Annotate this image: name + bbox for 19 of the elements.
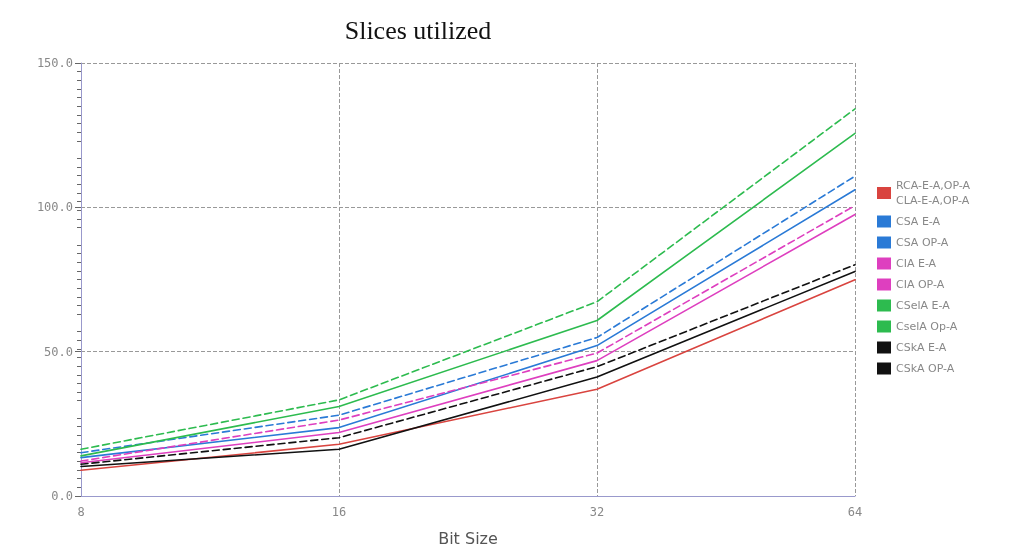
- legend-label: CselA Op-A: [896, 320, 958, 333]
- legend-label: CSA E-A: [896, 215, 941, 228]
- y-tick-label: 150.0: [36, 56, 73, 70]
- legend-label: CSA OP-A: [896, 236, 949, 249]
- legend-label: CSkA OP-A: [896, 362, 955, 375]
- x-tick-label: 8: [77, 505, 85, 519]
- legend-label: CIA E-A: [896, 257, 937, 270]
- y-tick-label: 100.0: [36, 200, 73, 215]
- legend-label: CIA OP-A: [896, 278, 945, 291]
- legend-label: CSelA E-A: [896, 299, 951, 312]
- legend-label: CSkA E-A: [896, 341, 947, 354]
- x-tick-label: 16: [331, 505, 347, 519]
- x-axis-title: Bit Size: [438, 528, 498, 548]
- y-tick-label: 0.0: [51, 489, 73, 503]
- x-tick-label: 64: [847, 505, 863, 519]
- y-tick-label: 50.0: [44, 344, 73, 359]
- legend-label: RCA-E-A,OP-A CLA-E-A,OP-A: [896, 179, 971, 207]
- x-tick-label: 32: [589, 505, 605, 519]
- chart-title: Slices utilized: [344, 15, 492, 45]
